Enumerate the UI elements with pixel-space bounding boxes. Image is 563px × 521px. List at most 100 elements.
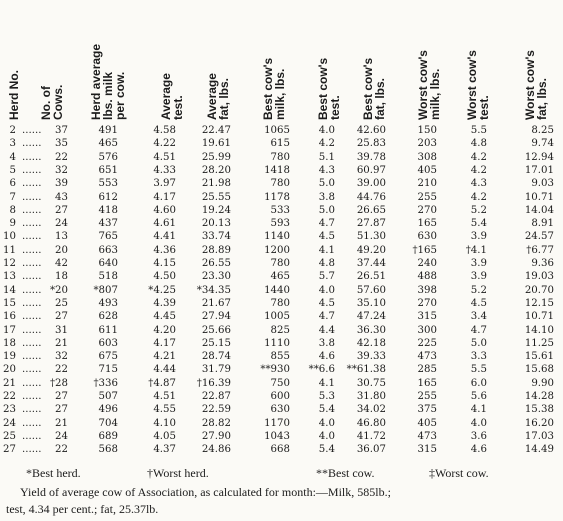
- cell-no-of-cows: 27: [55, 404, 68, 416]
- cell-best-cow-fat: 42.18: [356, 337, 386, 349]
- cell-avg-test: 4.58: [153, 125, 176, 136]
- cell-worst-cow-fat: 19.03: [524, 271, 554, 283]
- cell-worst-cow-milk: 255: [417, 191, 437, 203]
- cell-avg-fat: 19.61: [201, 138, 231, 150]
- cell-best-cow-test: 4.2: [318, 138, 335, 150]
- cell-worst-cow-test: 5.0: [470, 337, 487, 349]
- cell-worst-cow-milk: †165: [412, 244, 437, 256]
- cell-herd-avg-milk: 704: [98, 417, 118, 429]
- cell-herd-avg-milk: 611: [98, 324, 118, 336]
- cell-avg-test: 3.97: [153, 178, 176, 190]
- cell-avg-fat: 25.55: [201, 191, 231, 203]
- cell-herd-avg-milk: 765: [98, 231, 118, 243]
- header-avg-fat: Average fat, lbs.: [205, 73, 231, 120]
- cell-best-cow-test: 4.0: [318, 125, 335, 136]
- cell-herd-avg-milk: 675: [98, 351, 118, 363]
- dot-leader: ......: [22, 191, 42, 203]
- cell-no-of-cows: 43: [55, 191, 68, 203]
- cell-avg-fat: 27.94: [201, 311, 231, 323]
- cell-avg-test: 4.55: [153, 404, 176, 416]
- cell-avg-test: 4.37: [153, 444, 176, 456]
- cell-best-cow-fat: 26.65: [356, 204, 386, 216]
- cell-best-cow-test: 4.8: [318, 258, 335, 269]
- cell-best-cow-fat: 36.07: [356, 444, 386, 456]
- cell-best-cow-milk: **930: [260, 364, 290, 376]
- header-best-cow-fat: Best cow's fat, lbs.: [361, 57, 387, 120]
- cell-best-cow-test: 4.1: [318, 377, 335, 389]
- cell-best-cow-test: 4.0: [318, 430, 335, 442]
- cell-best-cow-fat: 57.60: [356, 284, 386, 296]
- cell-herd-avg-milk: *807: [93, 284, 118, 296]
- cell-avg-test: 4.36: [153, 244, 176, 256]
- dot-leader: ......: [22, 178, 42, 190]
- cell-best-cow-milk: 1065: [264, 125, 290, 136]
- cell-avg-test: 4.17: [153, 337, 176, 349]
- cell-herd-avg-milk: 493: [98, 297, 118, 309]
- cell-worst-cow-test: 3.9: [470, 258, 487, 269]
- legend-worst-cow: ‡Worst cow.: [429, 466, 489, 480]
- dot-leader: ......: [22, 377, 42, 389]
- cell-avg-fat: 31.79: [201, 364, 231, 376]
- cell-worst-cow-fat: 12.94: [524, 151, 554, 163]
- header-worst-cow-test: Worst cow's test.: [465, 50, 491, 120]
- cell-best-cow-test: 3.8: [318, 191, 335, 203]
- cell-worst-cow-fat: 14.28: [524, 391, 554, 402]
- dot-leader: ......: [22, 351, 42, 363]
- cell-no-of-cows: 31: [55, 324, 68, 336]
- cell-herd-no: 19: [3, 351, 16, 363]
- dot-leader: ......: [22, 324, 42, 336]
- cell-avg-fat: 22.47: [201, 125, 231, 136]
- cell-no-of-cows: 39: [55, 178, 68, 190]
- cell-herd-avg-milk: 418: [98, 204, 118, 216]
- cell-best-cow-test: 4.4: [318, 324, 335, 336]
- cell-best-cow-milk: 1418: [264, 164, 290, 176]
- cell-herd-no: 20: [3, 364, 16, 376]
- cell-no-of-cows: 27: [55, 204, 68, 216]
- cell-no-of-cows: 24: [55, 218, 68, 230]
- cell-best-cow-test: 5.4: [318, 404, 335, 416]
- cell-worst-cow-test: 4.7: [470, 324, 487, 336]
- cell-herd-avg-milk: 465: [98, 138, 118, 150]
- cell-herd-no: 15: [3, 297, 16, 309]
- cell-worst-cow-test: 5.5: [470, 125, 487, 136]
- dot-leader: ......: [22, 337, 42, 349]
- cell-worst-cow-milk: 473: [417, 430, 437, 442]
- cell-best-cow-milk: 825: [270, 324, 290, 336]
- cell-best-cow-milk: 1110: [264, 337, 290, 349]
- cell-best-cow-fat: 46.80: [356, 417, 386, 429]
- cell-best-cow-milk: 600: [270, 391, 290, 402]
- cell-worst-cow-milk: 150: [417, 125, 437, 136]
- cell-herd-avg-milk: 628: [98, 311, 118, 323]
- cell-no-of-cows: 25: [55, 297, 68, 309]
- cell-avg-test: 4.50: [153, 271, 176, 283]
- header-worst-cow-milk: Worst cow's milk, lbs.: [416, 50, 442, 120]
- cell-avg-fat: 28.82: [201, 417, 231, 429]
- cell-herd-avg-milk: 603: [98, 337, 118, 349]
- cell-avg-test: 4.39: [153, 297, 176, 309]
- dot-leader: ......: [22, 364, 42, 376]
- cell-best-cow-test: 4.3: [318, 164, 335, 176]
- cell-best-cow-fat: 27.87: [356, 218, 386, 230]
- cell-worst-cow-fat: 17.03: [524, 430, 554, 442]
- cell-avg-fat: 19.24: [201, 204, 231, 216]
- cell-best-cow-milk: 615: [270, 138, 290, 150]
- dot-leader: ......: [22, 244, 42, 256]
- cell-best-cow-fat: 60.97: [356, 164, 386, 176]
- cell-worst-cow-fat: 12.15: [524, 297, 554, 309]
- cell-best-cow-test: 5.3: [318, 391, 335, 402]
- cell-avg-fat: 22.87: [201, 391, 231, 402]
- dot-leader: ......: [22, 311, 42, 323]
- cell-herd-no: 3: [9, 138, 16, 150]
- cell-no-of-cows: 22: [55, 444, 68, 456]
- cell-avg-test: 4.44: [153, 364, 176, 376]
- cell-best-cow-milk: 780: [270, 178, 290, 190]
- cell-worst-cow-milk: 240: [417, 258, 437, 269]
- dot-leader: ......: [22, 204, 42, 216]
- cell-best-cow-fat: 34.02: [356, 404, 386, 416]
- cell-best-cow-milk: 1440: [264, 284, 290, 296]
- cell-avg-test: 4.41: [153, 231, 176, 243]
- cell-worst-cow-test: 5.4: [470, 218, 487, 230]
- cell-worst-cow-fat: 10.71: [524, 191, 554, 203]
- cell-avg-test: 4.05: [153, 430, 176, 442]
- cell-best-cow-fat: 42.60: [356, 125, 386, 136]
